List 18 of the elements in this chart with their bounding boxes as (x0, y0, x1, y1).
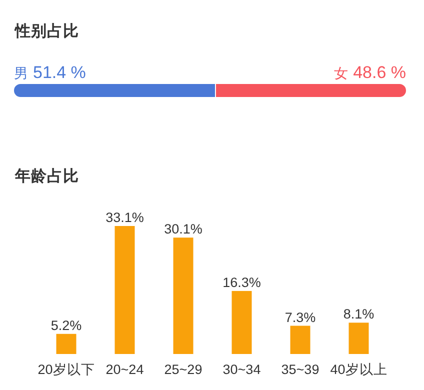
data-label: 5.2% (50, 318, 82, 333)
data-label: 48.6 % (353, 63, 406, 82)
data-label: 51.4 % (33, 63, 86, 82)
series-label: 女 (334, 65, 348, 81)
data-label: 30.1% (164, 222, 202, 237)
x-tick-label: 20~24 (106, 362, 144, 377)
chart-title: 年龄占比 (14, 167, 79, 185)
data-label: 7.3% (284, 310, 316, 325)
x-tick-label: 30~34 (222, 362, 262, 377)
x-tick-label: 25~29 (164, 362, 202, 377)
x-tick-label: 35~39 (281, 362, 320, 377)
x-tick-label: 20岁以下 (38, 362, 95, 377)
series-label: 男 (14, 65, 28, 81)
data-label: 16.3% (222, 274, 261, 290)
chart-title: 性别占比 (14, 22, 79, 40)
x-tick-label: 40岁以上 (330, 362, 388, 377)
data-label: 33.1% (106, 210, 144, 225)
data-label: 8.1% (343, 306, 374, 322)
